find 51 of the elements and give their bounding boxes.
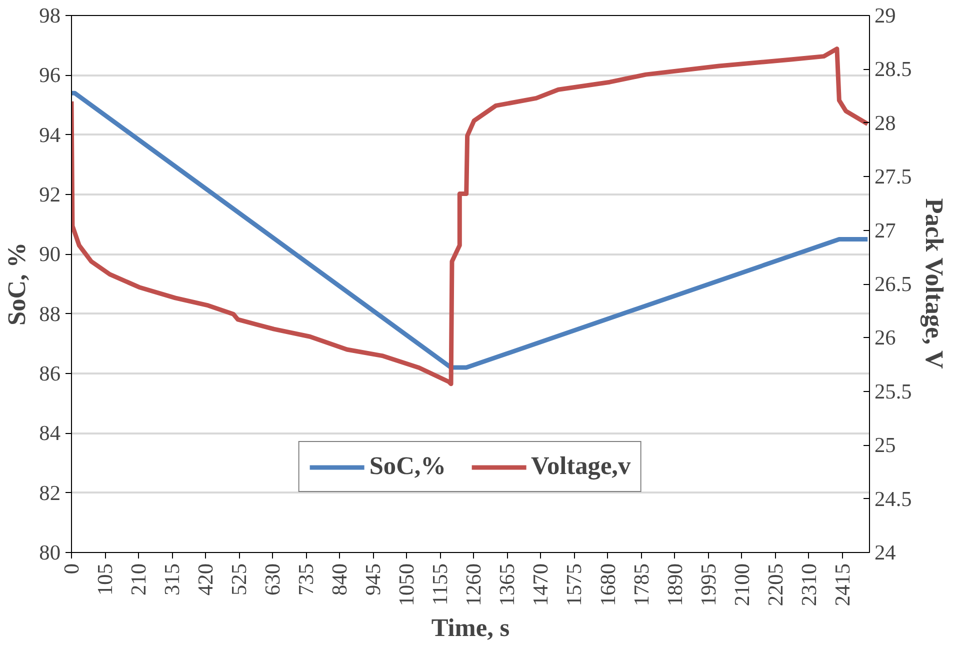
x-tick-label: 1575: [562, 564, 586, 606]
x-tick-label: 105: [93, 563, 118, 596]
x-tick-label: 0: [60, 563, 84, 574]
y2-tick-label: 24.5: [874, 486, 912, 511]
y2-tick-label: 27: [874, 218, 896, 242]
y-tick-label: 92: [39, 182, 60, 206]
x-tick-label: 1470: [528, 564, 553, 606]
y-tick-label: 96: [39, 63, 61, 88]
x-tick-label: 1890: [662, 564, 687, 606]
x-tick-label: 420: [194, 563, 218, 596]
x-tick-label: 2415: [830, 564, 854, 606]
y2-tick-label: 26.5: [874, 272, 912, 296]
x-tick-label: 1680: [596, 564, 620, 606]
x-tick-label: 735: [294, 563, 318, 596]
x-tick-label: 2205: [763, 564, 788, 606]
y2-tick-label: 28: [874, 110, 896, 135]
y-tick-label: 90: [39, 242, 60, 266]
x-tick-label: 525: [227, 563, 252, 596]
x-axis-title: Time, s: [431, 614, 510, 642]
x-tick-label: 630: [260, 563, 285, 596]
x-tick-label: 315: [160, 563, 184, 596]
x-tick-label: 2310: [796, 564, 821, 606]
y-axis-title: SoC, %: [3, 242, 32, 326]
x-tick-label: 840: [328, 563, 352, 596]
x-tick-label: 1365: [495, 564, 520, 606]
x-tick-label: 210: [126, 563, 151, 596]
x-tick-label: 1785: [629, 564, 654, 606]
y-tick-label: 88: [39, 302, 60, 326]
y2-tick-label: 25.5: [874, 379, 912, 404]
x-tick-label: 1995: [696, 564, 720, 606]
y-tick-label: 98: [39, 4, 60, 28]
y2-tick-label: 27.5: [874, 164, 912, 189]
x-tick-label: 1260: [462, 564, 486, 606]
y2-tick-label: 28.5: [874, 57, 912, 82]
y2-tick-label: 29: [874, 4, 896, 28]
line-series: [72, 46, 870, 386]
x-tick-label: 1155: [428, 563, 452, 606]
x-tick-label: 2100: [730, 564, 754, 606]
legend-label: SoC,%: [369, 452, 446, 481]
x-tick-label: 1050: [394, 564, 419, 606]
y2-tick-label: 26: [874, 326, 896, 350]
y-tick-label: 94: [39, 122, 61, 147]
y2-tick-label: 24: [874, 540, 896, 564]
y-tick-label: 80: [39, 540, 60, 564]
y-tick-label: 86: [39, 362, 61, 386]
legend-label: Voltage,v: [531, 452, 631, 481]
y2-tick-label: 25: [874, 433, 896, 458]
y2-axis-title: Pack Voltage, V: [920, 198, 948, 369]
y-tick-label: 82: [39, 480, 60, 505]
y-tick-label: 84: [39, 421, 61, 446]
x-tick-label: 945: [361, 563, 386, 596]
